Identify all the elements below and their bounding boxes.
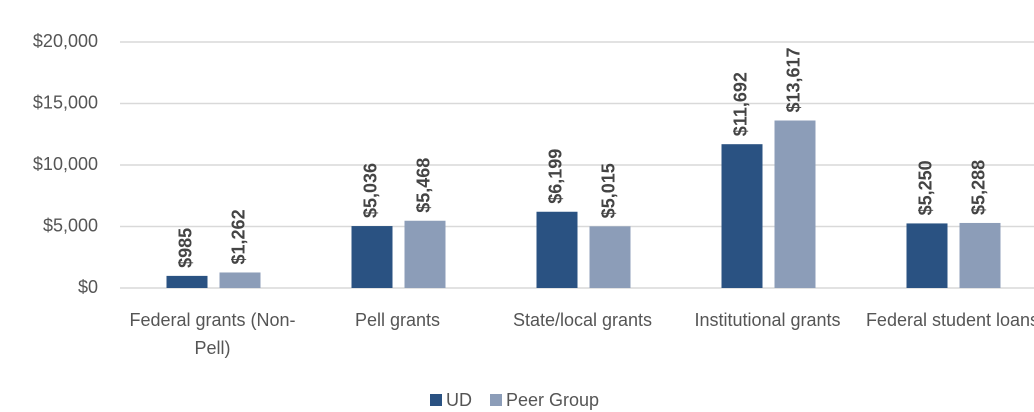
value-label: $13,617 <box>784 47 804 112</box>
value-label: $5,468 <box>414 158 434 213</box>
y-tick-label: $20,000 <box>33 31 98 51</box>
value-label: $985 <box>176 228 196 268</box>
value-label: $11,692 <box>731 72 751 136</box>
bar <box>959 222 1001 288</box>
value-label: $6,199 <box>546 149 566 204</box>
bar <box>404 220 446 288</box>
value-label: $5,250 <box>916 160 936 215</box>
x-tick-label: Federal student loans <box>865 310 1034 330</box>
x-tick-label: Pell grants <box>354 310 441 330</box>
bar <box>906 223 948 288</box>
legend-swatch <box>430 394 442 406</box>
bar <box>721 144 763 288</box>
bar <box>166 275 208 288</box>
value-label: $5,015 <box>599 163 619 218</box>
y-tick-label: $0 <box>78 277 98 297</box>
legend-label: UD <box>446 390 472 410</box>
bar <box>536 211 578 288</box>
bar <box>219 272 261 288</box>
y-tick-label: $5,000 <box>43 215 98 235</box>
x-tick-label: Institutional grants <box>694 310 841 330</box>
y-tick-label: $15,000 <box>33 92 98 112</box>
value-label: $5,036 <box>361 163 381 218</box>
bar <box>774 120 816 289</box>
y-tick-label: $10,000 <box>33 154 98 174</box>
x-tick-label: State/local grants <box>512 310 653 330</box>
legend-label: Peer Group <box>506 390 599 410</box>
x-tick-label: Federal grants (Non-Pell) <box>129 310 296 358</box>
value-label: $5,288 <box>969 160 989 215</box>
bar <box>351 226 393 288</box>
value-label: $1,262 <box>229 209 249 264</box>
legend-swatch <box>490 394 502 406</box>
bar <box>589 226 631 288</box>
